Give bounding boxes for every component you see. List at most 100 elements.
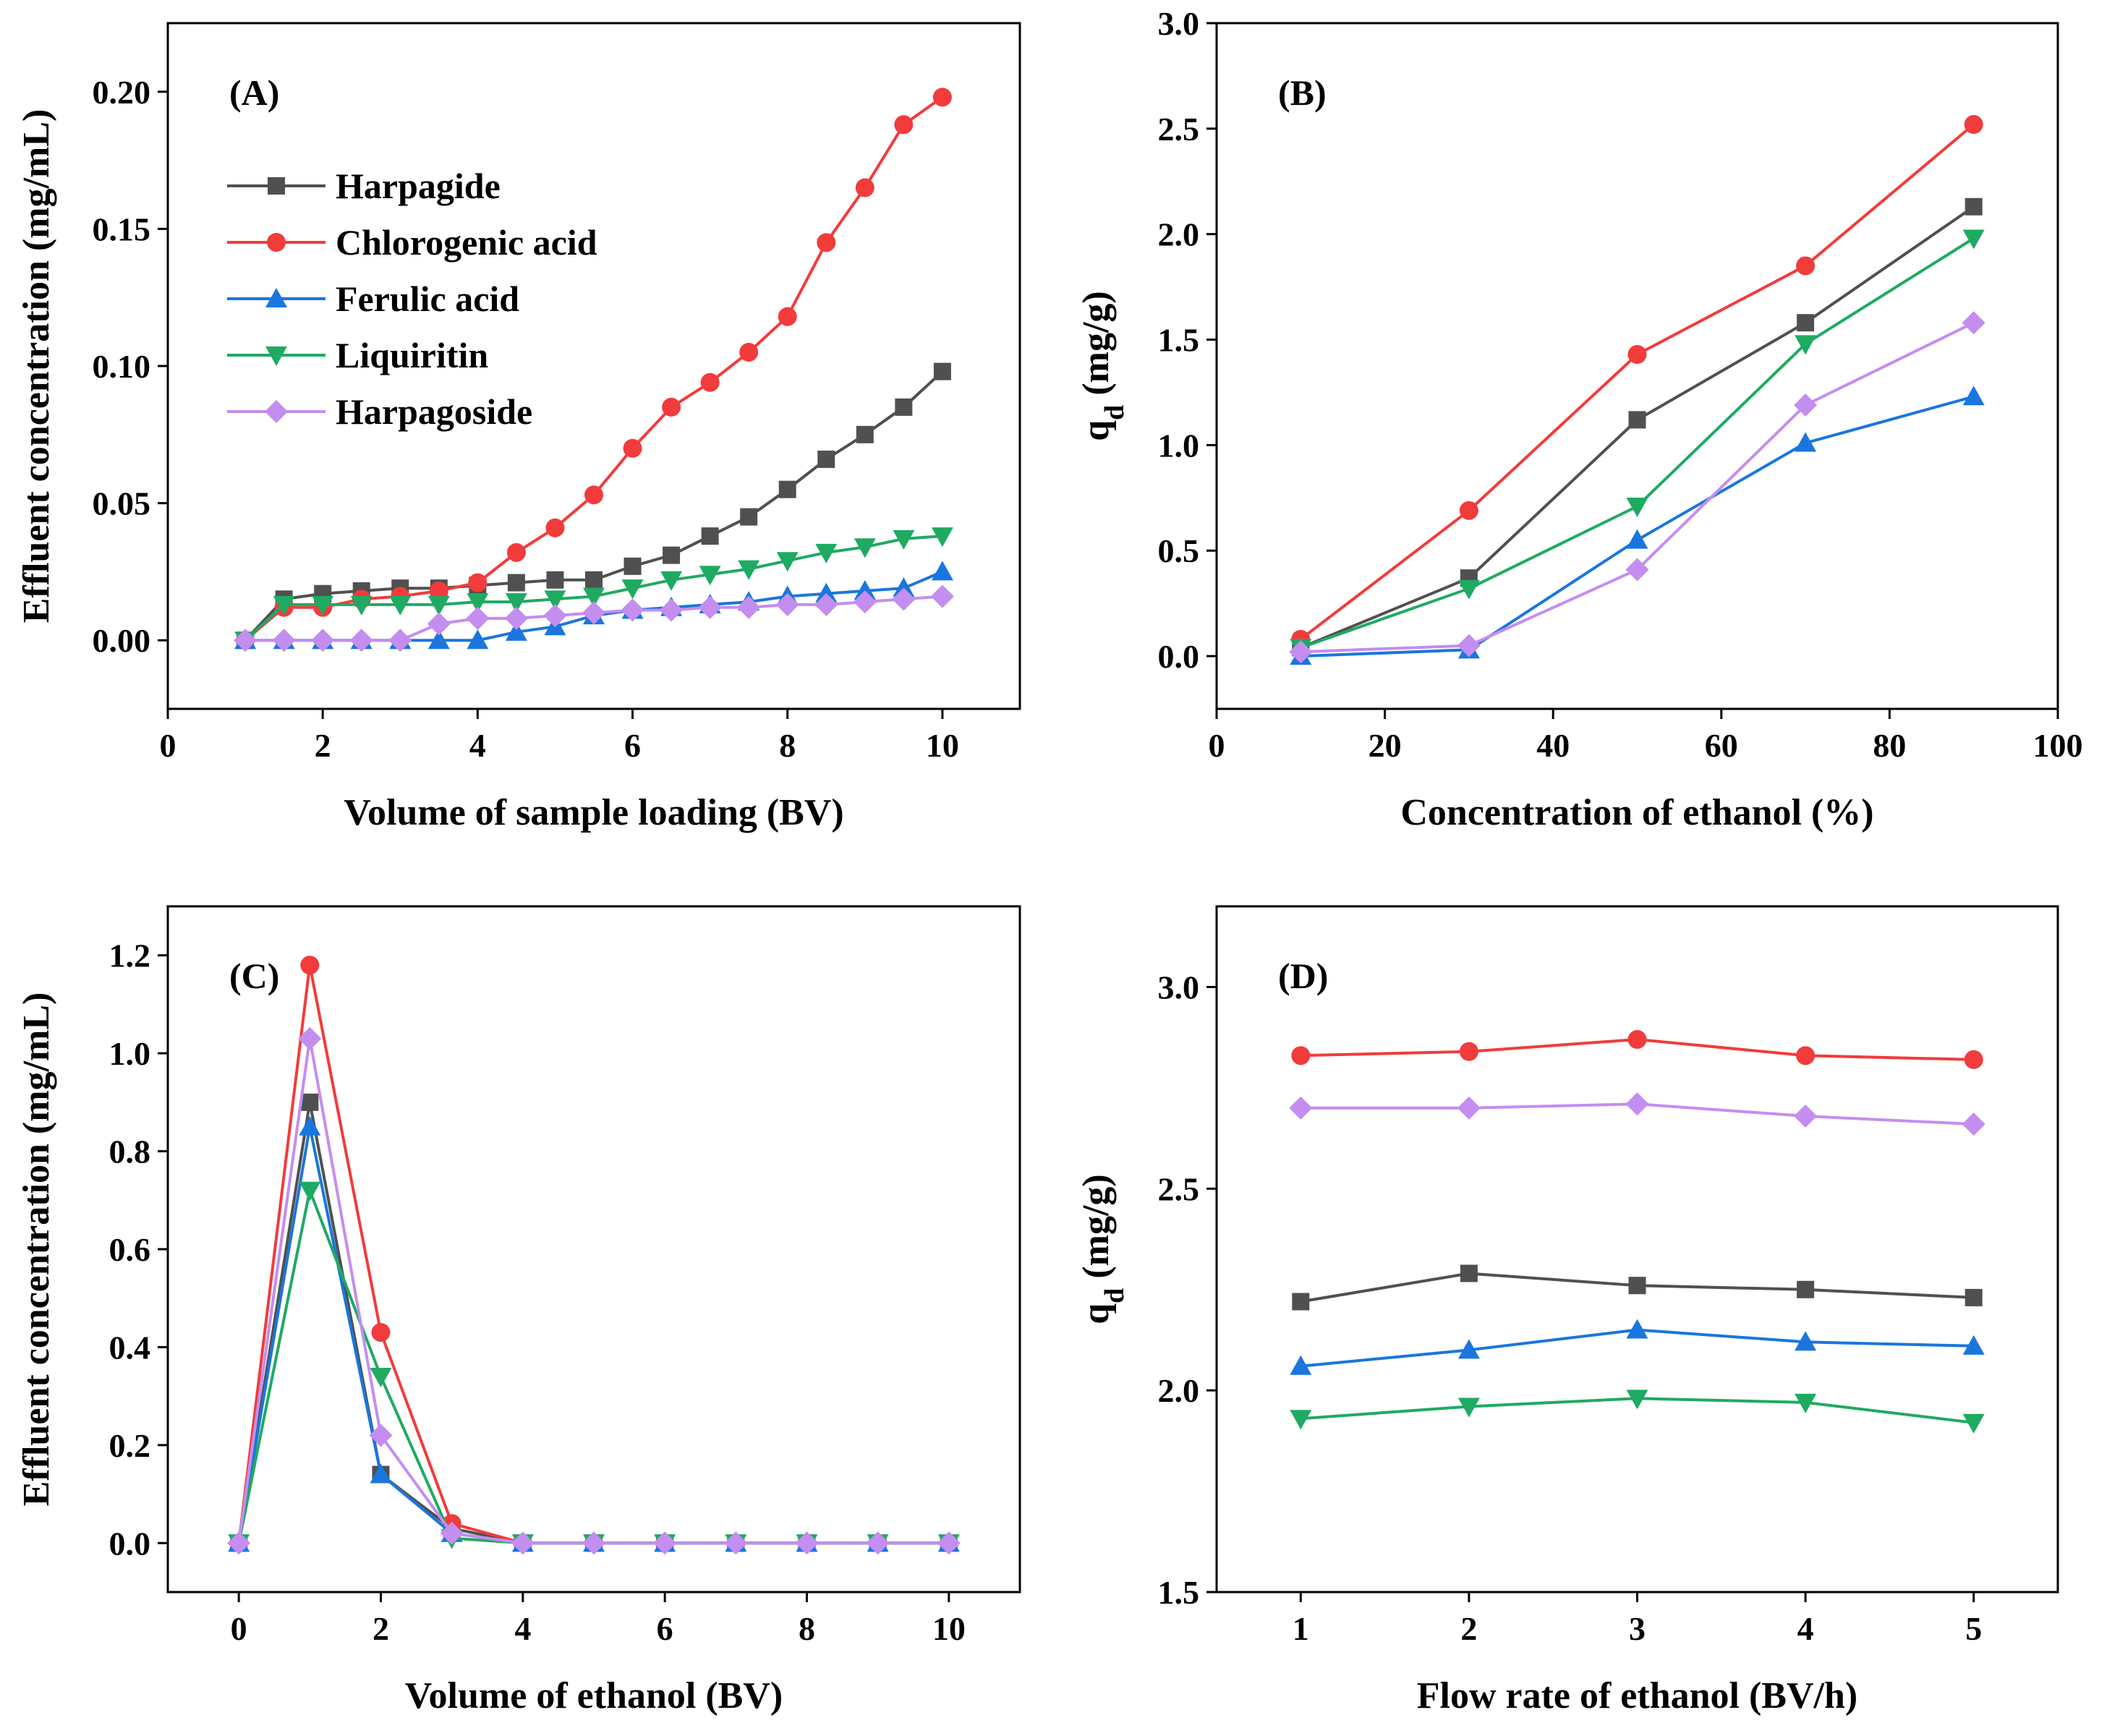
data-point bbox=[817, 233, 836, 252]
data-point bbox=[545, 518, 565, 537]
data-point bbox=[893, 529, 915, 550]
series-harpagide bbox=[1292, 197, 1983, 657]
data-point bbox=[1291, 1046, 1311, 1065]
x-axis-label: Volume of sample loading (BV) bbox=[344, 792, 843, 833]
data-point bbox=[1626, 529, 1648, 549]
x-tick-label: 60 bbox=[1705, 727, 1738, 764]
y-tick-label: 1.2 bbox=[109, 937, 151, 974]
data-point bbox=[370, 1368, 392, 1388]
data-point bbox=[1625, 558, 1649, 582]
x-tick-label: 0 bbox=[1209, 727, 1225, 764]
y-axis-label: qd (mg/g) bbox=[1076, 1174, 1130, 1324]
x-tick-label: 80 bbox=[1873, 727, 1906, 764]
data-point bbox=[740, 508, 758, 526]
x-tick-label: 10 bbox=[926, 727, 959, 764]
y-tick-label: 0.20 bbox=[93, 74, 151, 111]
data-point bbox=[272, 629, 296, 652]
y-tick-label: 0.10 bbox=[93, 348, 151, 385]
panel-label: (C) bbox=[229, 956, 279, 996]
data-point bbox=[775, 592, 799, 616]
data-point bbox=[724, 1531, 748, 1555]
data-point bbox=[389, 595, 412, 616]
data-point bbox=[1964, 115, 1983, 135]
x-tick-label: 1 bbox=[1293, 1610, 1309, 1647]
series-liquiritin bbox=[228, 1181, 960, 1554]
data-point bbox=[301, 1093, 319, 1111]
data-point bbox=[1290, 1410, 1312, 1430]
data-point bbox=[815, 582, 838, 603]
data-point bbox=[933, 362, 951, 380]
data-point bbox=[1459, 501, 1478, 520]
data-point bbox=[1626, 1390, 1648, 1410]
series-liquiritin bbox=[234, 527, 953, 652]
series-line bbox=[237, 1102, 949, 1545]
legend-label: Ferulic acid bbox=[336, 278, 519, 319]
data-point bbox=[1795, 335, 1817, 355]
x-axis-label: Volume of ethanol (BV) bbox=[405, 1675, 783, 1716]
data-point bbox=[468, 573, 488, 592]
series-liquiritin bbox=[1290, 1390, 1985, 1434]
y-tick-label: 0.05 bbox=[93, 485, 151, 522]
data-point bbox=[1797, 1280, 1815, 1298]
series-harpagide bbox=[230, 1093, 958, 1552]
data-point bbox=[505, 621, 527, 641]
data-point bbox=[543, 604, 567, 628]
data-point bbox=[795, 1531, 819, 1555]
data-point bbox=[1457, 579, 1480, 600]
x-tick-label: 100 bbox=[2033, 727, 2083, 764]
y-axis-label: qd (mg/g) bbox=[1076, 291, 1130, 441]
panel-label: (A) bbox=[229, 72, 279, 113]
series-harpagoside bbox=[227, 1026, 961, 1555]
plot-frame bbox=[1215, 22, 2059, 710]
y-tick-label: 0.00 bbox=[93, 622, 151, 659]
x-tick-label: 0 bbox=[231, 1610, 247, 1647]
data-point bbox=[1625, 1092, 1649, 1116]
x-tick-label: 0 bbox=[160, 727, 176, 764]
data-point bbox=[1460, 1264, 1478, 1282]
legend-marker bbox=[265, 346, 287, 366]
y-axis-label: Effluent concentration (mg/mL) bbox=[16, 992, 57, 1507]
data-point bbox=[1626, 1319, 1648, 1339]
legend-label: Harpagoside bbox=[336, 391, 532, 432]
series-harpagoside bbox=[1289, 311, 1985, 664]
panel-D: 1 2 3 4 5 1.5 2.0 2.5 3.0 Flow rate of ethanol (B… bbox=[1076, 905, 2059, 1716]
series-harpagoside bbox=[234, 584, 954, 652]
panel-A: 0 2 4 6 8 10 0.00 0.05 0.10 0.15 0.20 Volume of sam… bbox=[16, 22, 1021, 833]
series-line bbox=[237, 1126, 949, 1545]
y-tick-label: 0.2 bbox=[109, 1427, 151, 1464]
data-point bbox=[623, 557, 642, 575]
data-point bbox=[227, 1531, 251, 1555]
data-point bbox=[814, 592, 838, 616]
legend-label: Harpagide bbox=[336, 166, 501, 206]
data-point bbox=[1797, 314, 1815, 332]
legend-marker bbox=[268, 177, 285, 195]
data-point bbox=[621, 598, 644, 622]
data-point bbox=[1626, 497, 1648, 517]
y-tick-label: 0.15 bbox=[93, 210, 151, 247]
panel-B: 0 20 40 60 80 100 0.0 0.5 1.0 1.5 2.0 2.5 3.0 Concent… bbox=[1076, 5, 2083, 833]
data-point bbox=[1965, 197, 1983, 216]
data-point bbox=[350, 595, 373, 616]
x-tick-label: 8 bbox=[779, 727, 796, 764]
data-point bbox=[507, 574, 525, 592]
panel-label: (B) bbox=[1278, 72, 1327, 113]
series-line bbox=[237, 964, 949, 1545]
x-tick-label: 8 bbox=[799, 1610, 815, 1647]
x-tick-label: 4 bbox=[514, 1610, 531, 1647]
y-tick-label: 2.5 bbox=[1158, 1170, 1200, 1207]
data-point bbox=[737, 595, 761, 619]
data-point bbox=[299, 1115, 321, 1136]
data-point bbox=[298, 1026, 322, 1050]
y-tick-label: 0.4 bbox=[109, 1329, 151, 1366]
x-tick-label: 10 bbox=[932, 1610, 966, 1647]
data-point bbox=[504, 606, 528, 630]
data-point bbox=[623, 438, 642, 458]
y-tick-label: 0.8 bbox=[109, 1133, 151, 1170]
data-point bbox=[700, 373, 720, 392]
data-point bbox=[892, 587, 916, 611]
data-point bbox=[311, 629, 335, 652]
data-point bbox=[511, 1531, 535, 1555]
data-point bbox=[739, 343, 759, 362]
x-tick-label: 5 bbox=[1965, 1610, 1982, 1647]
y-tick-label: 2.0 bbox=[1158, 216, 1200, 253]
